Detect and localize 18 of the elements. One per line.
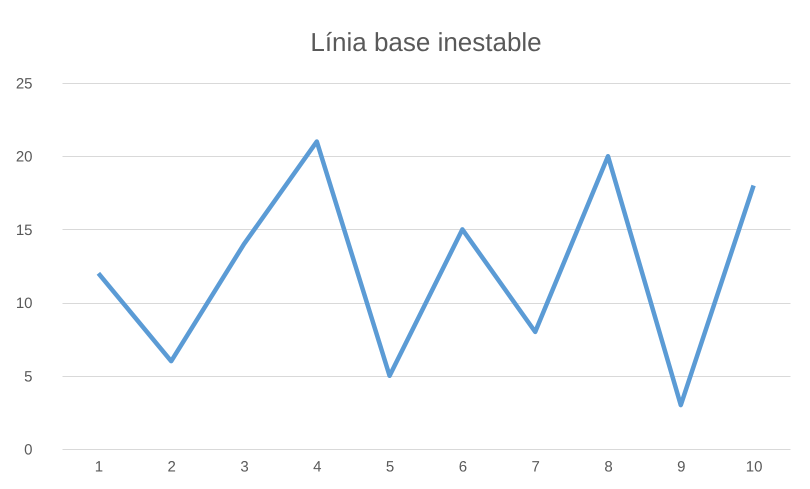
y-tick-label: 5 [24, 368, 32, 386]
x-tick-label: 6 [458, 458, 468, 476]
x-tick-label: 5 [386, 458, 394, 476]
x-tick-label: 4 [313, 458, 322, 476]
y-tick-label: 10 [16, 295, 32, 312]
line-series [96, 139, 756, 408]
y-tick-label: 20 [16, 148, 32, 166]
x-tick-label: 10 [746, 458, 762, 476]
x-tick-label: 7 [532, 458, 540, 476]
x-tick-label: 9 [677, 458, 686, 476]
x-tick-label: 8 [604, 458, 613, 476]
x-tick-label: 2 [168, 458, 176, 476]
x-tick-label: 3 [240, 458, 249, 476]
x-tick-label: 1 [94, 458, 104, 476]
y-tick-label: 15 [16, 222, 32, 239]
y-tick-label: 25 [16, 76, 32, 92]
y-tick-label: 0 [24, 442, 32, 458]
chart-title: Línia base inestable [310, 27, 542, 57]
